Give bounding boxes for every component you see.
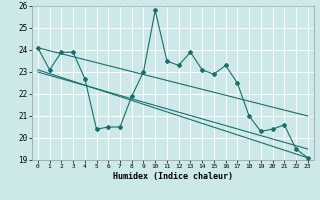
X-axis label: Humidex (Indice chaleur): Humidex (Indice chaleur) [113,172,233,181]
